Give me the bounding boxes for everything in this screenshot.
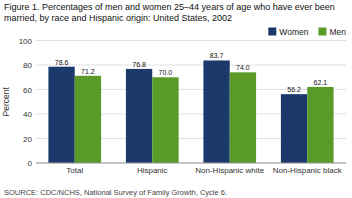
bar [75,76,101,163]
data-labels: 78.6 76.8 83.7 56.2 71.2 70.0 74.0 62.1 [55,52,328,93]
data-label: 76.8 [132,61,146,68]
bar [48,67,74,163]
x-tick-label-line: Non-Hispanic black [273,166,343,175]
source: SOURCE: CDC/NCHS, National Survey of Fam… [4,188,227,197]
x-tick-label: Hispanic [137,166,168,175]
x-tick-label: Non-Hispanic black [273,166,343,175]
y-tick-label: 40 [23,110,32,119]
legend-swatch [318,28,326,36]
x-tick-label-line: Total [66,166,83,175]
x-tick-label-line: Hispanic [137,166,168,175]
title: Figure 1. Percentages of men and women 2… [4,2,335,23]
y-tick-label: 0 [28,159,33,168]
grid-line [36,65,346,66]
bar [307,87,333,163]
y-tick-label: 20 [23,135,32,144]
legend-label: Men [329,27,346,37]
bar [230,72,256,163]
y-tick-label: 80 [23,61,32,70]
title-line: Figure 1. Percentages of men and women 2… [4,2,335,12]
legend: Men Women [268,27,346,37]
grid [36,41,346,164]
x-axis-line [36,163,346,164]
bar [281,94,307,163]
data-label: 78.6 [55,59,69,66]
bar [152,77,178,163]
y-axis-label: Percent [1,86,11,116]
legend-label: Women [279,27,308,37]
data-label: 70.0 [159,69,173,76]
y-tick-label: 60 [23,86,32,95]
x-tick-label: Total [66,166,83,175]
x-tick-label-line: Non-Hispanic white [195,166,264,175]
legend-swatch [268,28,276,36]
bar [203,60,229,163]
grid-line [36,40,346,41]
grid-line [36,163,346,164]
data-label: 56.2 [287,86,301,93]
y-tick-label: 100 [19,37,33,46]
bar [126,69,152,163]
bars [48,60,333,163]
chart-svg: Figure 1. Percentages of men and women 2… [0,0,352,198]
data-label: 74.0 [236,64,250,71]
data-label: 71.2 [81,68,95,75]
data-label: 83.7 [210,52,224,59]
title-line: married, by race and Hispanic origin: Un… [4,13,232,23]
data-label: 62.1 [314,79,328,86]
background [0,0,352,198]
x-tick-label: Non-Hispanic white [195,166,264,175]
